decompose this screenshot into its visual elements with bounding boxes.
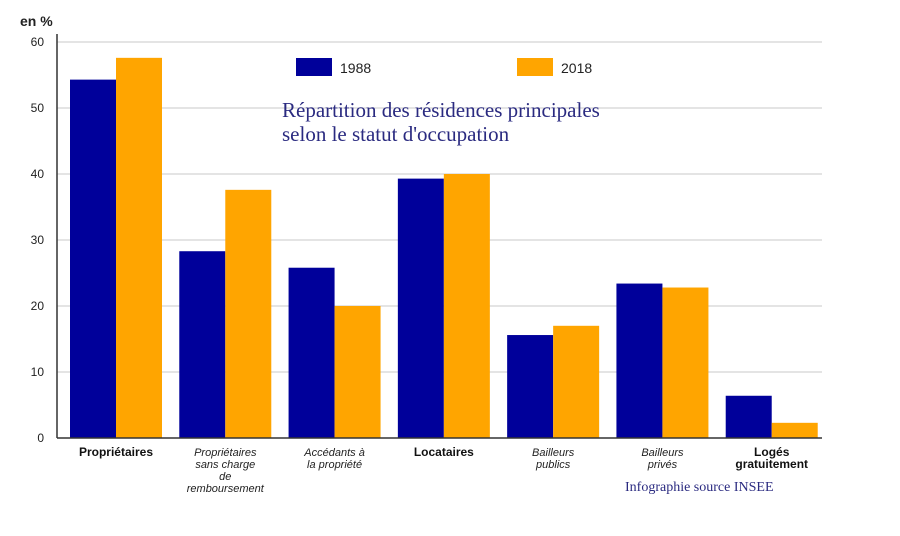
category-label: Logés <box>754 445 790 459</box>
legend-swatch-2018 <box>517 58 553 76</box>
bar-1988-2 <box>288 267 335 438</box>
unit-label: en % <box>20 13 53 29</box>
bar-2018-3 <box>443 174 490 438</box>
category-label: Accédants à <box>303 447 365 459</box>
axes <box>56 34 822 439</box>
legend-swatch-1988 <box>296 58 332 76</box>
category-label: sans charge <box>195 459 255 471</box>
legend-label-2018: 2018 <box>561 60 592 76</box>
category-label: Locataires <box>414 445 474 459</box>
y-tick-label: 40 <box>31 167 45 181</box>
bar-2018-5 <box>662 287 709 438</box>
y-tick-label: 0 <box>37 431 44 445</box>
y-tick-label: 10 <box>31 365 45 379</box>
category-label: Propriétaires <box>79 445 153 459</box>
category-label: Bailleurs <box>641 447 684 459</box>
chart-title-line-2: selon le statut d'occupation <box>282 122 510 146</box>
bar-2018-2 <box>334 306 381 438</box>
source-note: Infographie source INSEE <box>625 480 774 495</box>
legend-label-1988: 1988 <box>340 60 371 76</box>
category-label: publics <box>535 459 571 471</box>
bar-2018-1 <box>225 189 272 438</box>
category-label: gratuitement <box>735 457 808 471</box>
y-tick-label: 60 <box>31 35 45 49</box>
bar-1988-1 <box>179 251 226 438</box>
bar-2018-4 <box>553 325 600 438</box>
category-label: la propriété <box>307 459 362 471</box>
y-tick-label: 20 <box>31 299 45 313</box>
category-label: Bailleurs <box>532 447 575 459</box>
y-tick-labels: 0 10 20 30 40 50 60 <box>31 35 45 445</box>
bar-2018-0 <box>116 57 162 439</box>
chart-title-line-1: Répartition des résidences principales <box>282 98 600 122</box>
bar-1988-5 <box>616 283 663 438</box>
category-label: privés <box>647 459 678 471</box>
bars <box>70 57 818 439</box>
bar-1988-3 <box>397 178 444 438</box>
bar-1988-6 <box>725 395 772 438</box>
bar-2018-6 <box>771 422 818 438</box>
legend: 1988 2018 <box>296 58 592 76</box>
category-label: Propriétaires <box>194 447 257 459</box>
bar-1988-4 <box>507 335 554 438</box>
category-label: remboursement <box>187 483 265 495</box>
y-tick-label: 50 <box>31 101 45 115</box>
category-label: de <box>219 471 231 483</box>
y-tick-label: 30 <box>31 233 45 247</box>
bar-1988-0 <box>70 79 116 439</box>
